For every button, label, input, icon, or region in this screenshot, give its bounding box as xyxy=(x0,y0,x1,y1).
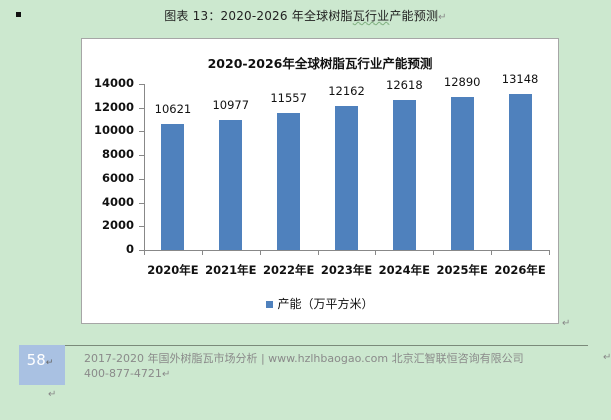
y-axis xyxy=(144,84,145,250)
bar[interactable] xyxy=(277,112,301,250)
footer-line-1: 2017-2020 年国外树脂瓦市场分析 | www.hzlhbaogao.co… xyxy=(84,352,524,365)
x-tick-label: 2026年E xyxy=(494,263,546,277)
caption-prefix: 图表 13：2020-2026 年全球树脂 xyxy=(164,9,353,23)
bar[interactable] xyxy=(161,124,185,250)
list-bullet xyxy=(16,12,21,17)
y-tick-label: 10000 xyxy=(93,123,134,138)
x-tick-label: 2020年E xyxy=(147,263,199,277)
chart-legend: 产能（万平方米） xyxy=(82,295,558,312)
x-tick-mark xyxy=(375,250,377,255)
y-tick-mark xyxy=(139,250,144,251)
x-tick-mark xyxy=(491,250,493,255)
page-number-text: 58 xyxy=(26,351,46,369)
x-tick-mark xyxy=(317,250,319,255)
x-tick-label: 2025年E xyxy=(436,263,488,277)
bar[interactable] xyxy=(392,100,416,250)
bar-chart[interactable]: 2020-2026年全球树脂瓦行业产能预测 产能（万平方米） 0 2000 4000… xyxy=(81,38,559,324)
x-tick-mark xyxy=(144,250,145,255)
data-label: 11557 xyxy=(270,90,307,105)
footer-text: 2017-2020 年国外树脂瓦市场分析 | www.hzlhbaogao.co… xyxy=(84,351,524,382)
y-tick-mark xyxy=(139,155,144,157)
data-label: 12618 xyxy=(386,78,423,93)
footer-phone: 400-877-4721 xyxy=(84,367,162,380)
y-tick-label: 14000 xyxy=(93,76,134,90)
y-tick-label: 6000 xyxy=(101,170,134,185)
x-tick-mark xyxy=(259,250,261,255)
y-tick-mark xyxy=(139,178,144,180)
paragraph-mark-icon: ↵ xyxy=(45,358,54,368)
paragraph-mark-icon: ↵ xyxy=(562,318,571,329)
y-tick-mark xyxy=(139,202,144,204)
y-tick-mark xyxy=(139,226,144,228)
bar[interactable] xyxy=(335,105,358,250)
y-tick-mark xyxy=(139,107,144,109)
y-tick-label: 2000 xyxy=(101,218,134,233)
x-tick-label: 2024年E xyxy=(378,263,431,277)
x-tick-label: 2021年E xyxy=(205,263,257,277)
figure-caption: 图表 13：2020-2026 年全球树脂瓦行业产能预测↵ xyxy=(0,7,611,24)
paragraph-mark-icon: ↵ xyxy=(161,369,171,380)
chart-title: 2020-2026年全球树脂瓦行业产能预测 xyxy=(207,56,433,71)
bar[interactable] xyxy=(508,94,532,250)
page-number: 58↵ xyxy=(19,345,65,385)
footer-divider xyxy=(65,345,588,346)
x-axis xyxy=(144,250,549,251)
bar[interactable] xyxy=(450,97,474,250)
x-tick-label: 2022年E xyxy=(262,263,315,277)
paragraph-mark-icon: ↵ xyxy=(438,12,447,23)
y-tick-mark xyxy=(139,131,144,133)
legend-label: 产能（万平方米） xyxy=(277,297,374,311)
data-label: 12890 xyxy=(443,75,481,90)
y-tick-mark xyxy=(139,84,144,85)
bar[interactable] xyxy=(219,119,243,250)
x-tick-mark xyxy=(549,250,550,255)
y-tick-label: 12000 xyxy=(93,99,134,114)
legend-swatch-icon xyxy=(266,301,274,308)
x-tick-label: 2023年E xyxy=(320,263,373,277)
data-label: 10977 xyxy=(212,97,250,112)
paragraph-mark-icon: ↵ xyxy=(603,352,611,363)
y-tick-label: 4000 xyxy=(101,194,134,209)
x-tick-mark xyxy=(433,250,435,255)
paragraph-mark-icon: ↵ xyxy=(48,389,57,400)
caption-suffix: 产能预测 xyxy=(389,9,439,23)
data-label: 13148 xyxy=(501,72,539,87)
data-label: 10621 xyxy=(154,102,192,117)
y-tick-label: 0 xyxy=(125,242,134,256)
caption-spellcheck-text: 瓦行业 xyxy=(352,9,390,23)
x-tick-mark xyxy=(201,250,203,255)
data-label: 12162 xyxy=(328,83,365,98)
y-tick-label: 8000 xyxy=(101,147,134,162)
